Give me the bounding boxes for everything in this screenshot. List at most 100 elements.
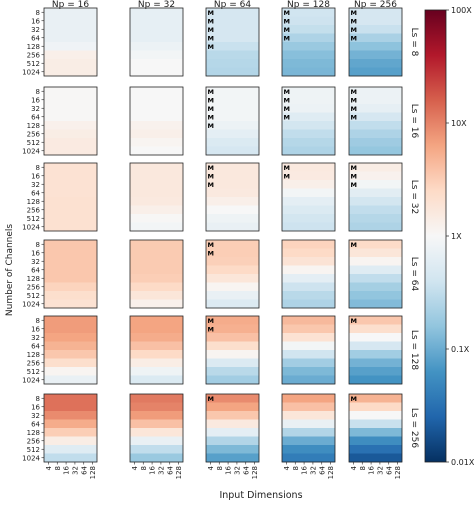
panel-r1-c0	[43, 86, 98, 156]
colorbar-tick-label: 10X	[451, 119, 467, 128]
heatmap-cell	[130, 146, 183, 156]
marker-label: M	[208, 173, 214, 181]
heatmap-cell	[206, 163, 259, 172]
heatmap-cell	[206, 25, 259, 34]
heatmap-cell	[349, 67, 402, 77]
x-tick-label: 32	[71, 466, 79, 475]
heatmap-cell	[349, 95, 402, 105]
heatmap-cell	[206, 112, 259, 122]
row-headers: Ls = 8 Ls = 16 Ls = 32 Ls = 64 Ls = 128 Ls = …	[409, 28, 419, 449]
heatmap-cell	[282, 453, 335, 463]
heatmap-cell	[282, 188, 335, 198]
heatmap-cell	[282, 222, 335, 232]
heatmap-cell	[349, 163, 402, 172]
y-tick-label: 64	[31, 34, 40, 42]
heatmap-cell	[282, 16, 335, 26]
panel-r5-c3	[281, 393, 336, 463]
row-header: Ls = 64	[409, 257, 419, 292]
heatmap-cell	[44, 341, 97, 351]
panel-r2-c2: MMM	[205, 162, 260, 232]
panel-r2-c3: MM	[281, 162, 336, 232]
marker-label: M	[351, 35, 357, 43]
panel-frame	[43, 315, 98, 385]
marker-label: M	[208, 122, 214, 130]
heatmap-cell	[130, 445, 183, 454]
heatmap-cell	[206, 453, 259, 463]
heatmap-cell	[349, 282, 402, 292]
heatmap-cell	[44, 59, 97, 68]
heatmap-cell	[349, 180, 402, 189]
marker-label: M	[208, 326, 214, 334]
panel-frame	[43, 162, 98, 232]
heatmap-cell	[130, 358, 183, 368]
heatmap-cell	[44, 205, 97, 215]
heatmap-cell	[206, 42, 259, 51]
heatmap-cell	[206, 324, 259, 334]
heatmap-cell	[206, 436, 259, 446]
heatmap-cell	[282, 324, 335, 334]
heatmap-cell	[44, 146, 97, 156]
x-tick-label: 32	[376, 466, 384, 475]
heatmap-cell	[206, 33, 259, 43]
marker-label: M	[208, 97, 214, 105]
marker-label: M	[208, 114, 214, 122]
heatmap-cell	[44, 274, 97, 283]
marker-label: M	[208, 9, 214, 17]
heatmap-cell	[282, 367, 335, 376]
heatmap-cell	[349, 188, 402, 198]
heatmap-cell	[206, 333, 259, 342]
y-tick-label: 512	[27, 60, 40, 68]
x-tick-label: 64	[385, 465, 393, 474]
column-header: Np = 256	[354, 0, 397, 10]
row-header: Ls = 32	[409, 180, 419, 214]
column-header: Np = 64	[214, 0, 251, 10]
panel-r4-c3	[281, 315, 336, 385]
heatmap-grid: MMMMMMMMMMMMMMMMMMMMMMMMMMMMMMMMMMMMMMMM…	[43, 7, 403, 463]
heatmap-cell	[282, 214, 335, 223]
x-tick-label: 16	[301, 465, 309, 474]
marker-label: M	[284, 114, 290, 122]
heatmap-cell	[206, 214, 259, 223]
heatmap-cell	[44, 394, 97, 403]
column-header: Np = 32	[138, 0, 175, 10]
heatmap-cell	[44, 16, 97, 26]
heatmap-cell	[130, 59, 183, 68]
heatmap-cell	[206, 394, 259, 403]
heatmap-cell	[282, 375, 335, 385]
heatmap-cell	[206, 257, 259, 266]
heatmap-cell	[130, 222, 183, 232]
heatmap-cell	[282, 341, 335, 351]
panel-frame	[205, 162, 260, 232]
heatmap-cell	[130, 67, 183, 77]
panel-r3-c3	[281, 239, 336, 309]
heatmap-cell	[130, 274, 183, 283]
x-tick-label: 16	[63, 465, 71, 474]
heatmap-cell	[282, 171, 335, 181]
heatmap-cell	[206, 87, 259, 96]
heatmap-cell	[349, 8, 402, 17]
x-tick-label: 8	[216, 466, 224, 470]
y-tick-label: 128	[27, 43, 40, 51]
heatmap-cell	[206, 445, 259, 454]
marker-label: M	[351, 317, 357, 325]
heatmap-cell	[282, 59, 335, 68]
heatmap-cell	[44, 333, 97, 342]
heatmap-cell	[130, 33, 183, 43]
panel-frame	[129, 315, 184, 385]
heatmap-cell	[44, 50, 97, 60]
heatmap-cell	[206, 402, 259, 412]
heatmap-cell	[44, 33, 97, 43]
colorbar-tick-label: 100X	[451, 6, 472, 15]
heatmap-cell	[282, 299, 335, 309]
heatmap-cell	[206, 205, 259, 215]
panel-frame	[129, 162, 184, 232]
y-tick-label: 1024	[22, 376, 40, 384]
row-header: Ls = 128	[409, 330, 419, 370]
heatmap-cell	[349, 214, 402, 223]
heatmap-cell	[44, 25, 97, 34]
heatmap-cell	[130, 367, 183, 376]
heatmap-cell	[44, 265, 97, 275]
marker-label: M	[208, 181, 214, 189]
heatmap-cell	[282, 146, 335, 156]
panel-r4-c2: MM	[205, 315, 260, 385]
